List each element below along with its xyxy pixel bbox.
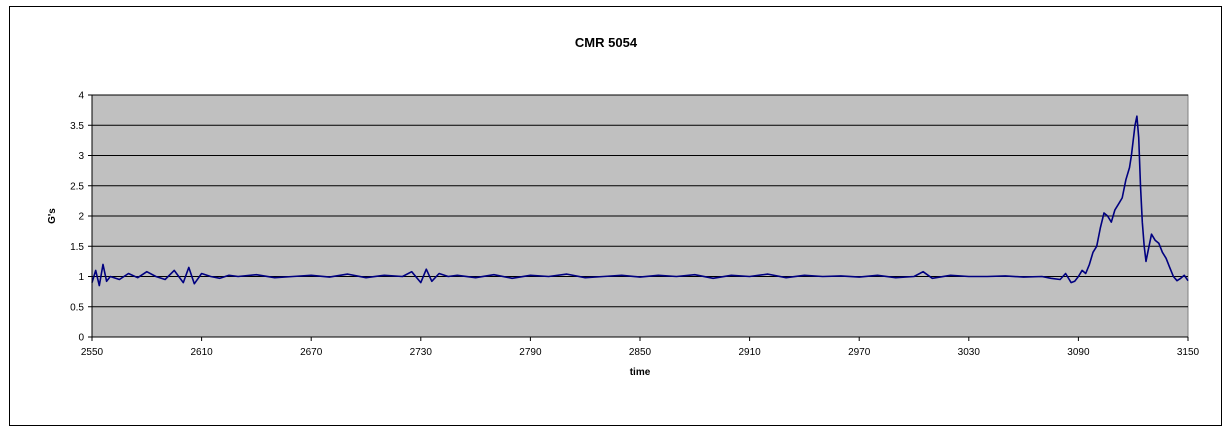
x-tick-label: 2730 bbox=[410, 347, 433, 358]
y-tick-label: 3 bbox=[78, 151, 84, 162]
chart-title: CMR 5054 bbox=[575, 35, 638, 50]
series-line bbox=[91, 115, 1189, 287]
y-tick-label: 1.5 bbox=[70, 242, 84, 253]
x-tick-label: 2970 bbox=[848, 347, 871, 358]
x-axis-ticks: 2550 2610 2670 2730 2790 2850 2910 2970 3030 3090… bbox=[81, 337, 1200, 358]
x-tick-label: 3150 bbox=[1177, 347, 1200, 358]
x-tick-label: 2670 bbox=[300, 347, 323, 358]
y-tick-label: 1 bbox=[78, 272, 84, 283]
x-axis-title: time bbox=[630, 367, 651, 378]
x-tick-label: 2910 bbox=[738, 347, 761, 358]
x-tick-label: 2790 bbox=[519, 347, 542, 358]
x-tick-label: 3090 bbox=[1067, 347, 1090, 358]
chart-frame: CMR 5054 0 0.5 1 1.5 2 2.5 3 3.5 4 2550 2610 2670 2… bbox=[9, 6, 1222, 426]
y-tick-label: 3.5 bbox=[70, 121, 84, 132]
y-axis-title: G's bbox=[47, 208, 58, 224]
x-tick-label: 2550 bbox=[81, 347, 104, 358]
y-axis-ticks: 0 0.5 1 1.5 2 2.5 3 3.5 4 bbox=[70, 91, 92, 344]
y-tick-label: 0 bbox=[78, 333, 84, 344]
y-tick-label: 0.5 bbox=[70, 302, 84, 313]
y-tick-label: 2.5 bbox=[70, 181, 84, 192]
y-tick-label: 2 bbox=[78, 212, 84, 223]
series-layer bbox=[91, 115, 1189, 287]
x-tick-label: 2610 bbox=[190, 347, 213, 358]
x-tick-label: 2850 bbox=[629, 347, 652, 358]
line-chart: CMR 5054 00.511.522.533.54 2550 2610 2670 2… bbox=[47, 35, 1200, 378]
y-tick-label: 4 bbox=[78, 91, 84, 102]
x-tick-label: 3030 bbox=[958, 347, 981, 358]
